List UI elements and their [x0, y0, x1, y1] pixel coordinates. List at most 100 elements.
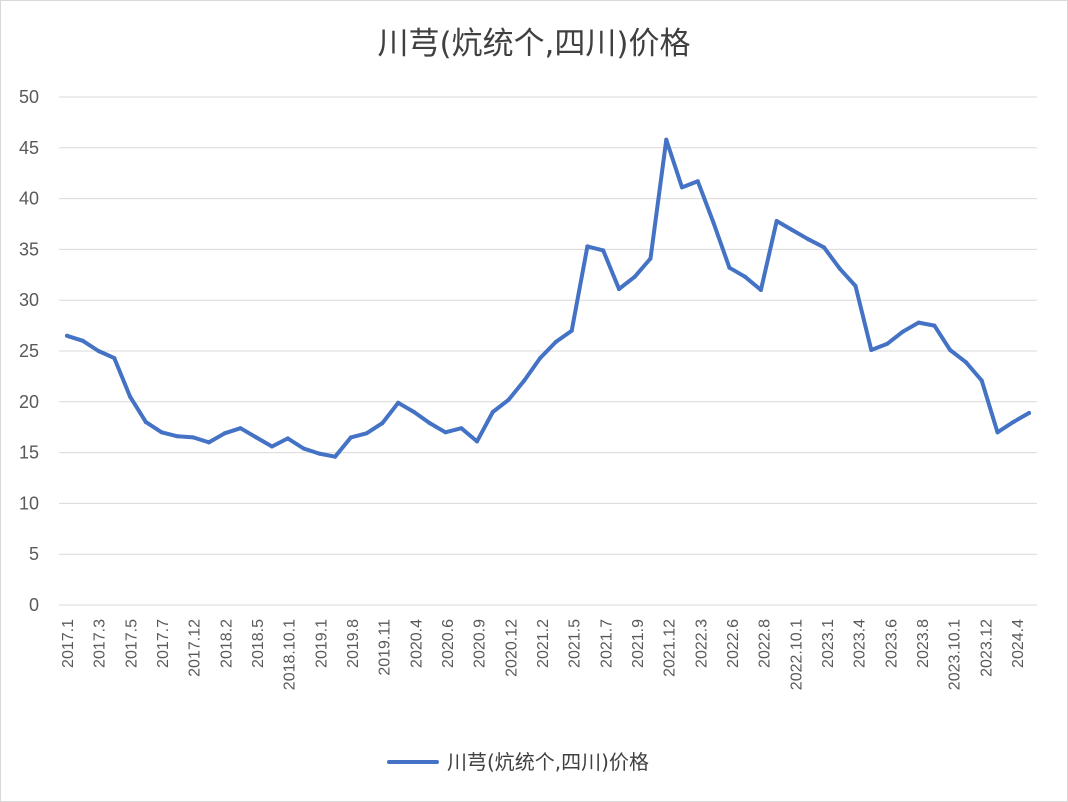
x-tick-label: 2018.2: [218, 619, 235, 668]
data-point: [538, 356, 543, 361]
data-point: [80, 338, 85, 343]
data-point: [900, 329, 905, 334]
y-tick-label: 40: [19, 189, 39, 209]
data-point: [412, 410, 416, 414]
x-tick-label: 2021.12: [662, 619, 679, 677]
series-layer: [65, 137, 1031, 459]
x-tick-label: 2020.4: [408, 619, 425, 668]
data-point: [396, 400, 401, 405]
data-point: [727, 265, 732, 270]
data-point: [96, 349, 101, 353]
data-point: [617, 287, 621, 291]
data-point: [222, 431, 227, 436]
data-point: [664, 137, 669, 142]
x-tick-label: 2023.4: [852, 619, 869, 668]
x-tick-label: 2021.9: [630, 619, 647, 668]
data-point: [869, 348, 874, 352]
data-point: [758, 288, 763, 292]
y-tick-label: 5: [29, 544, 39, 564]
data-point: [963, 360, 968, 365]
data-point: [632, 274, 637, 279]
data-point: [695, 179, 700, 184]
y-tick-label: 45: [19, 138, 39, 158]
data-point: [143, 420, 148, 425]
data-point: [932, 323, 937, 328]
x-tick-label: 2017.3: [92, 619, 109, 668]
x-axis-ticks: 2017.1 2017.3 2017.5 2017.7 2017.12 2018.2 201…: [60, 619, 1027, 690]
data-point: [885, 341, 890, 346]
x-tick-label: 2021.5: [567, 619, 584, 668]
data-point: [348, 435, 353, 440]
data-point: [65, 333, 69, 338]
data-point: [806, 237, 811, 242]
y-tick-label: 10: [19, 493, 39, 513]
x-tick-label: 2017.12: [187, 619, 204, 677]
data-point: [522, 378, 527, 383]
data-point: [159, 430, 164, 435]
x-tick-label: 2022.3: [693, 619, 710, 668]
y-tick-label: 25: [19, 341, 39, 361]
x-tick-label: 2023.6: [883, 619, 900, 668]
x-tick-label: 2022.10.1: [788, 619, 805, 690]
y-tick-label: 50: [19, 87, 39, 107]
x-tick-label: 2022.6: [725, 619, 742, 668]
data-point: [711, 221, 716, 225]
data-point: [191, 435, 196, 440]
x-tick-label: 2020.9: [472, 619, 489, 668]
data-point: [774, 219, 779, 223]
data-point: [333, 454, 338, 459]
data-point: [364, 431, 369, 436]
data-point: [206, 440, 211, 445]
data-point: [837, 266, 842, 271]
x-tick-label: 2021.7: [598, 619, 615, 668]
data-point: [743, 274, 748, 279]
x-tick-label: 2019.1: [313, 619, 330, 668]
x-tick-label: 2018.10.1: [282, 619, 299, 690]
x-tick-label: 2019.11: [377, 619, 394, 676]
data-point: [459, 426, 464, 431]
x-tick-label: 2024.4: [1010, 619, 1027, 668]
data-point: [585, 244, 590, 249]
data-point: [569, 328, 574, 333]
y-tick-label: 20: [19, 392, 39, 412]
data-point: [601, 248, 606, 253]
y-tick-label: 30: [19, 290, 39, 310]
data-point: [301, 446, 306, 451]
data-point: [427, 421, 432, 426]
x-tick-label: 2017.7: [155, 619, 172, 668]
data-point: [475, 439, 479, 444]
data-point: [490, 410, 495, 414]
data-point: [128, 394, 133, 399]
data-point: [506, 397, 511, 402]
data-point: [254, 435, 259, 440]
x-tick-label: 2019.8: [345, 619, 362, 668]
data-point: [648, 256, 653, 261]
x-tick-label: 2023.8: [915, 619, 932, 668]
x-tick-label: 2020.6: [440, 619, 457, 668]
y-tick-label: 15: [19, 443, 39, 463]
data-point: [443, 430, 448, 435]
x-tick-label: 2022.8: [757, 619, 774, 668]
data-point: [853, 284, 858, 288]
data-point: [380, 421, 385, 426]
data-point: [317, 451, 322, 456]
data-point: [1011, 420, 1016, 425]
x-tick-label: 2023.12: [978, 619, 995, 677]
chart-title: 川芎(炕统个,四川)价格: [377, 26, 690, 62]
data-point: [822, 245, 826, 250]
data-point: [238, 426, 243, 431]
data-point: [680, 185, 684, 190]
data-point: [285, 436, 290, 441]
x-tick-label: 2021.2: [535, 619, 552, 668]
y-tick-label: 0: [29, 595, 39, 615]
x-tick-label: 2023.1: [820, 619, 837, 668]
data-point: [1027, 411, 1031, 415]
data-point: [790, 228, 795, 233]
legend-label: 川芎(炕统个,四川)价格: [447, 750, 649, 774]
y-axis-ticks: 0 5 10 15 20 25 30 35 40 45 50: [19, 87, 39, 615]
x-tick-label: 2017.1: [60, 619, 77, 668]
x-tick-label: 2017.5: [123, 619, 140, 668]
data-point: [175, 434, 180, 439]
